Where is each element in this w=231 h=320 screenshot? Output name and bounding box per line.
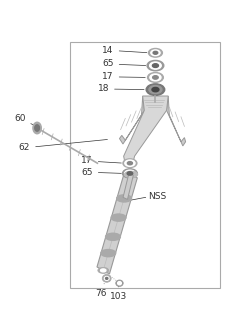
Ellipse shape bbox=[102, 275, 111, 282]
Ellipse shape bbox=[127, 172, 132, 175]
Text: 62: 62 bbox=[19, 140, 107, 152]
Ellipse shape bbox=[100, 250, 115, 257]
Ellipse shape bbox=[152, 51, 157, 54]
Ellipse shape bbox=[124, 160, 134, 166]
Ellipse shape bbox=[122, 159, 136, 167]
Ellipse shape bbox=[97, 268, 108, 273]
Ellipse shape bbox=[116, 195, 131, 202]
Ellipse shape bbox=[149, 74, 160, 81]
Ellipse shape bbox=[100, 269, 106, 272]
Ellipse shape bbox=[115, 280, 123, 286]
Text: 17: 17 bbox=[102, 72, 145, 81]
Ellipse shape bbox=[152, 76, 158, 79]
Polygon shape bbox=[97, 171, 137, 274]
Ellipse shape bbox=[122, 169, 137, 178]
Text: 103: 103 bbox=[109, 285, 126, 301]
Ellipse shape bbox=[146, 60, 163, 71]
Ellipse shape bbox=[147, 73, 163, 82]
Ellipse shape bbox=[124, 170, 135, 177]
Ellipse shape bbox=[124, 171, 137, 178]
Ellipse shape bbox=[105, 233, 120, 240]
Text: 65: 65 bbox=[102, 60, 145, 68]
Text: 14: 14 bbox=[102, 46, 146, 55]
Polygon shape bbox=[119, 96, 144, 144]
Text: 18: 18 bbox=[97, 84, 143, 93]
Ellipse shape bbox=[111, 214, 125, 221]
Text: 17: 17 bbox=[81, 156, 121, 165]
Text: NSS: NSS bbox=[148, 192, 166, 201]
Ellipse shape bbox=[127, 162, 132, 165]
Text: 65: 65 bbox=[81, 168, 121, 177]
Bar bbox=[69, 42, 219, 288]
Ellipse shape bbox=[146, 84, 164, 95]
Ellipse shape bbox=[152, 64, 158, 68]
Ellipse shape bbox=[150, 50, 159, 56]
Ellipse shape bbox=[148, 85, 161, 94]
Text: 76: 76 bbox=[95, 284, 107, 298]
Circle shape bbox=[35, 125, 39, 131]
Ellipse shape bbox=[151, 87, 158, 92]
Ellipse shape bbox=[149, 62, 161, 69]
Text: 60: 60 bbox=[14, 114, 33, 125]
Circle shape bbox=[33, 122, 41, 134]
Polygon shape bbox=[123, 173, 133, 199]
Polygon shape bbox=[166, 96, 185, 146]
Ellipse shape bbox=[104, 276, 109, 280]
Polygon shape bbox=[123, 96, 167, 161]
Ellipse shape bbox=[105, 277, 107, 279]
Ellipse shape bbox=[117, 282, 121, 285]
Ellipse shape bbox=[148, 48, 162, 57]
